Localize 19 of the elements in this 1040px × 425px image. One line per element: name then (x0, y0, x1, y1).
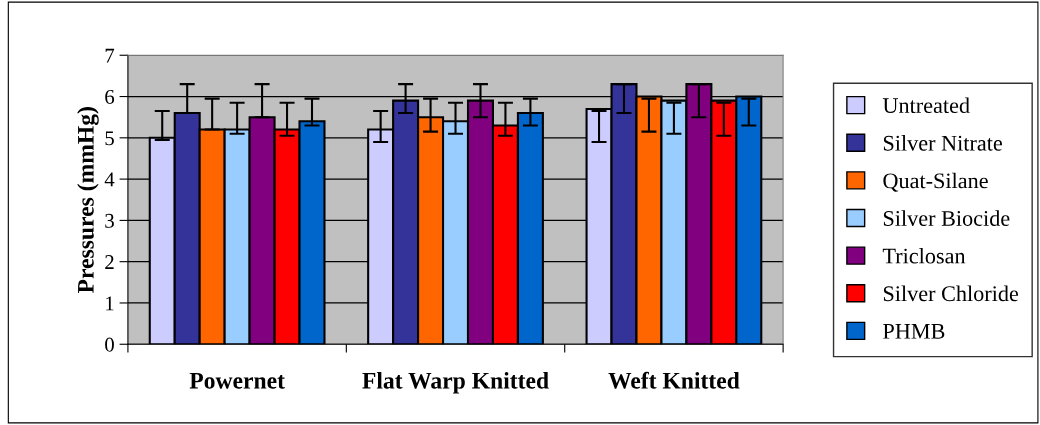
legend-label: Untreated (882, 97, 970, 114)
y-tick-label: 3 (105, 213, 114, 228)
y-axis-title: Pressures (mmHg) (77, 107, 99, 294)
y-tick-label: 4 (104, 172, 115, 187)
x-tick-label: Powernet (189, 372, 285, 389)
legend-label: PHMB (883, 324, 945, 339)
y-tick-label: 0 (105, 337, 114, 352)
y-tick-label: 2 (105, 255, 114, 269)
y-tick-label: 7 (105, 48, 115, 63)
y-tick-label: 1 (106, 296, 114, 311)
x-tick-label: Flat Warp Knitted (362, 372, 549, 394)
x-tick-label: Weft Knitted (608, 371, 740, 389)
y-tick-label: 6 (105, 89, 115, 104)
legend-label: Quat-Silane (883, 172, 988, 192)
legend-label: Triclosan (882, 247, 966, 264)
y-tick-label: 5 (105, 131, 114, 146)
legend-label: Silver Biocide (883, 210, 1010, 226)
legend-label: Silver Nitrate (883, 135, 1002, 151)
legend-label: Silver Chloride (883, 285, 1019, 302)
